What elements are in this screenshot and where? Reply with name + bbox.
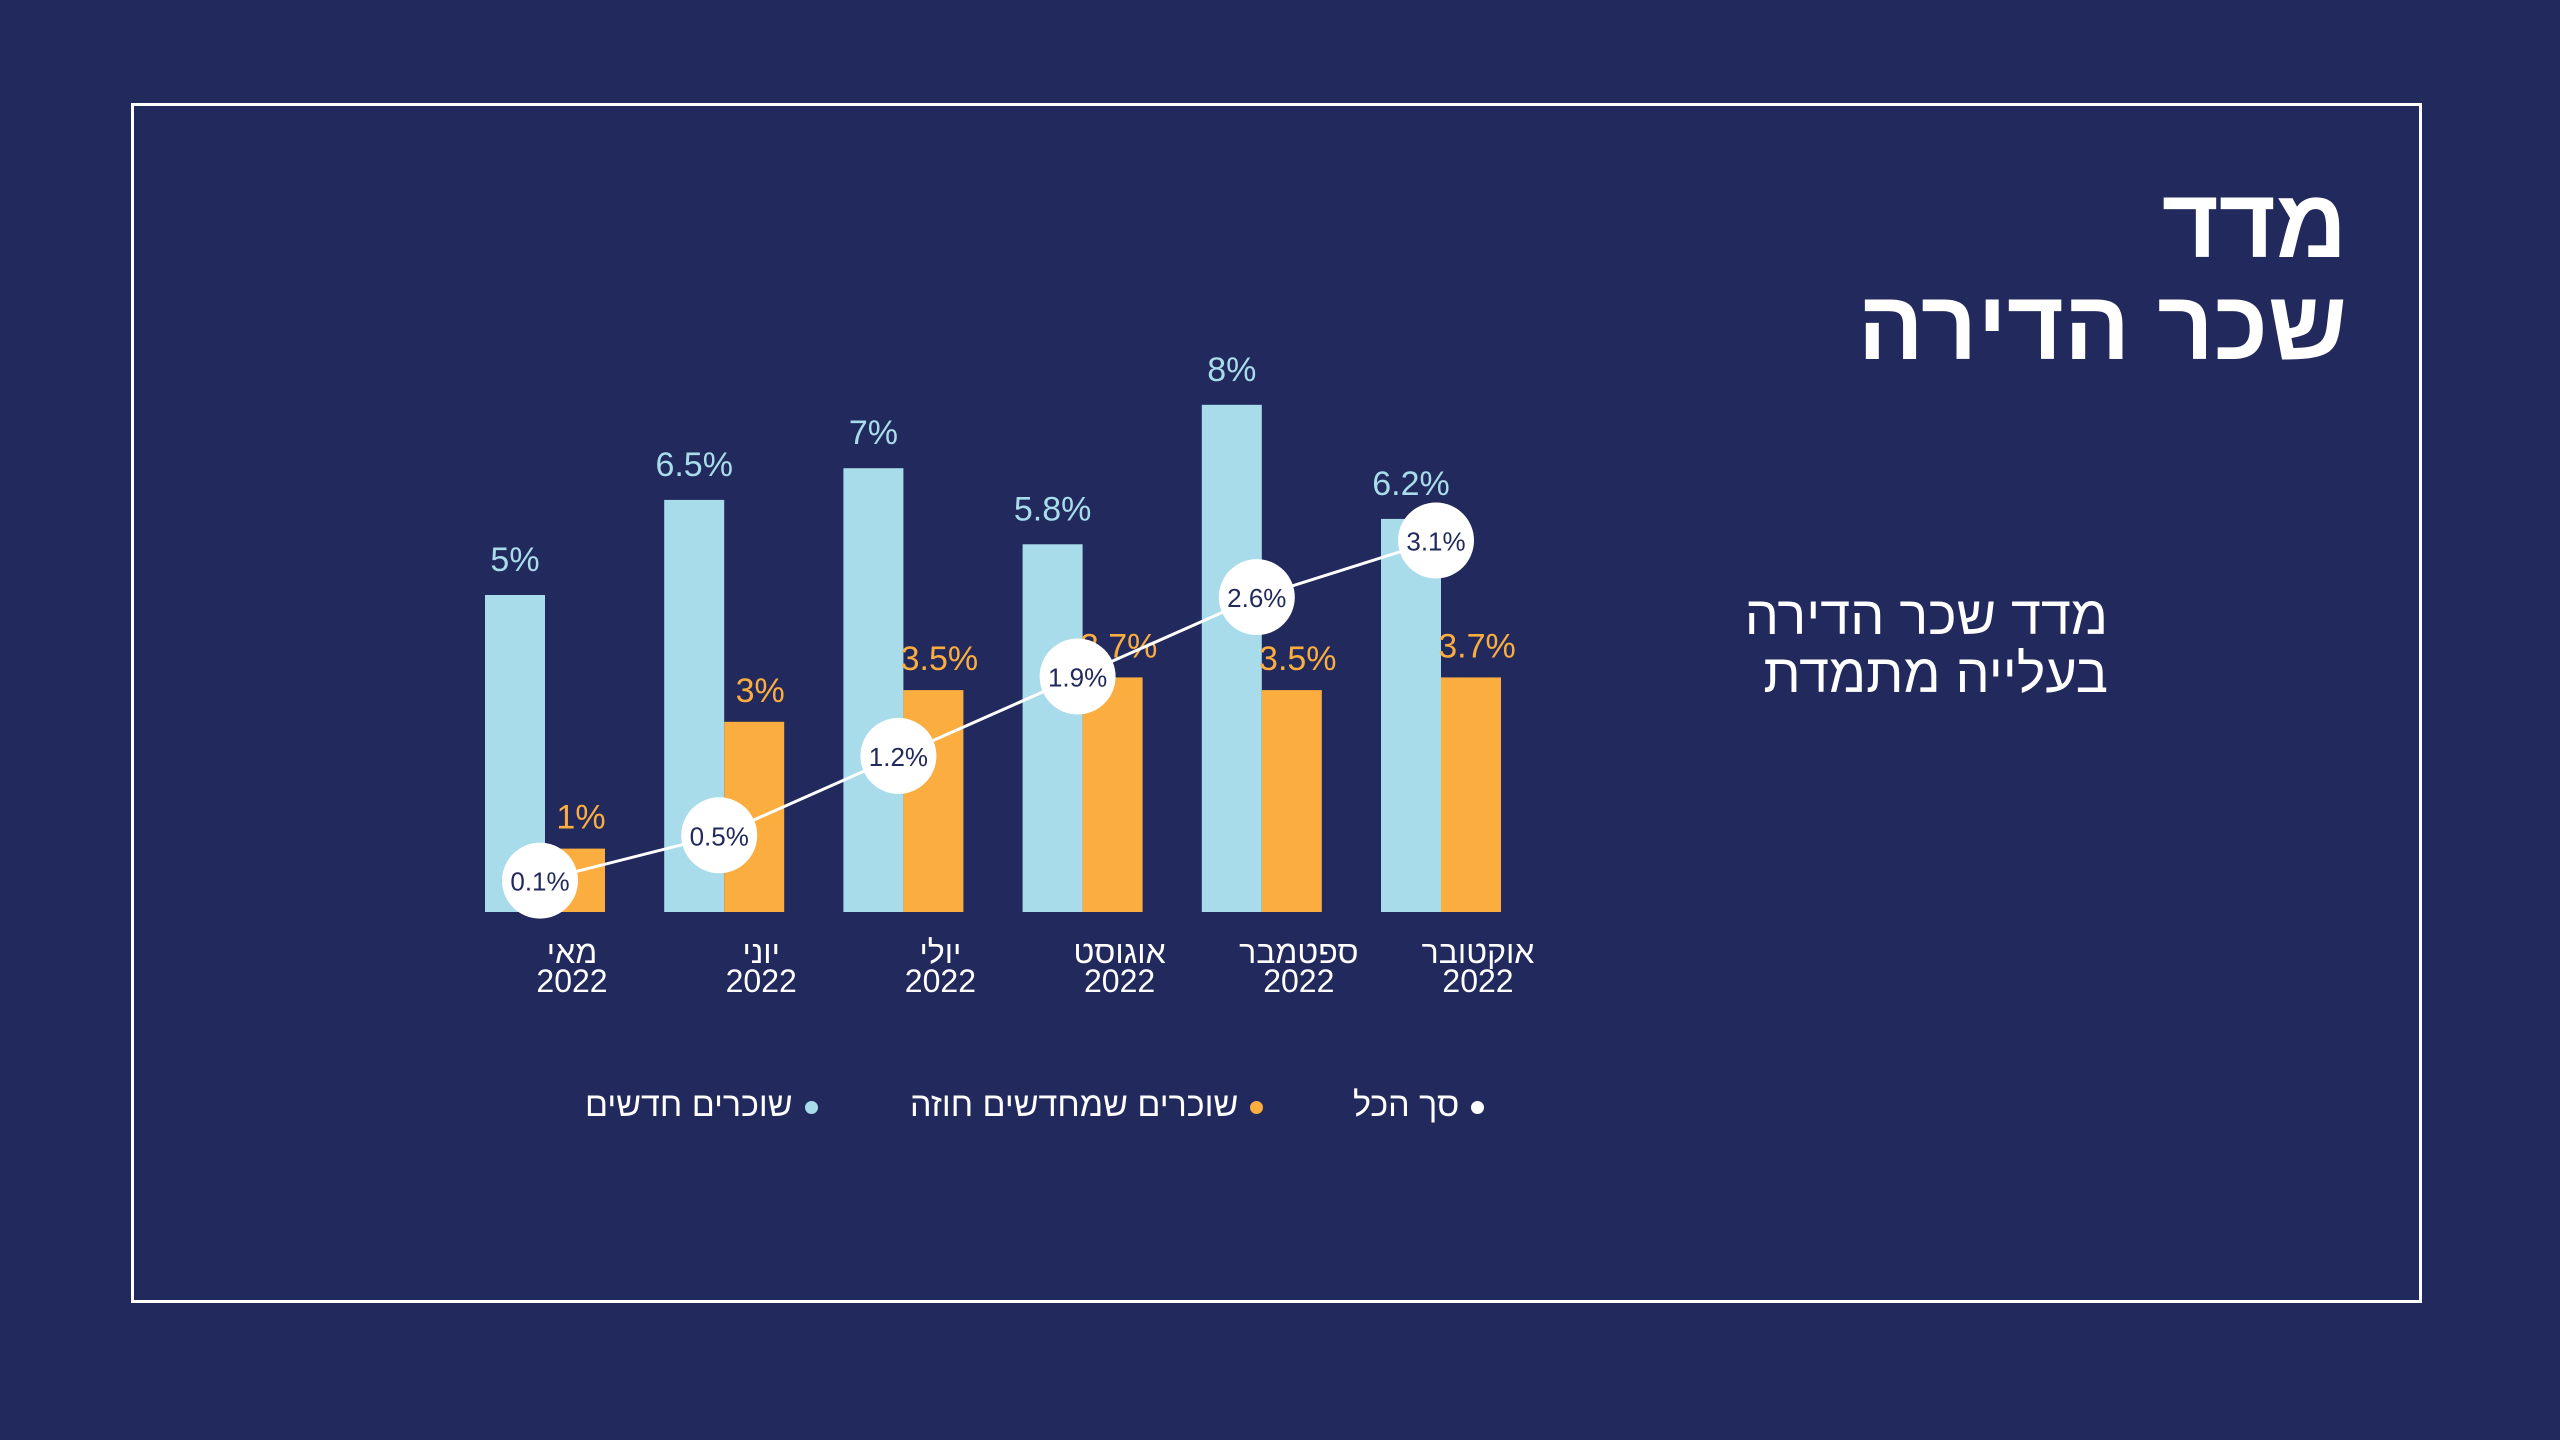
bar-new-renters: [1381, 518, 1441, 912]
subtitle-line-1: מדד שכר הדירה: [1744, 586, 2108, 646]
category-month-label: אוגוסט: [1074, 934, 1166, 970]
total-point-marker: [681, 797, 758, 874]
total-point-marker: [860, 717, 937, 794]
bar-renewing-renters: [1441, 677, 1501, 912]
category-year-label: 2022: [1084, 963, 1155, 999]
data-label-renewing-renters: 3.7%: [1438, 627, 1516, 665]
title-line-1: מדד: [2161, 168, 2347, 278]
legend-item-new-renters: שוכרים חדשים: [585, 1085, 818, 1125]
data-label-renewing-renters: 3.5%: [1259, 640, 1337, 678]
total-point-marker: [1398, 502, 1474, 579]
slide-subtitle: מדד שכר הדירה בעלייה מתמדת: [1508, 587, 2108, 703]
category-year-label: 2022: [726, 963, 797, 999]
legend-item-renewing-renters: שוכרים שמחדשים חוזה: [910, 1085, 1264, 1125]
bar-renewing-renters: [1082, 677, 1143, 912]
bar-new-renters: [843, 468, 904, 912]
category-month-label: יוני: [743, 934, 780, 970]
bar-new-renters: [1201, 404, 1262, 912]
data-label-total: 0.1%: [510, 867, 569, 897]
data-label-total: 1.2%: [869, 742, 928, 772]
bar-renewing-renters: [1261, 690, 1322, 912]
legend-label: סך הכל: [1353, 1086, 1460, 1124]
data-label-total: 0.5%: [690, 821, 749, 851]
category-year-label: 2022: [1263, 963, 1334, 999]
legend-label: שוכרים חדשים: [585, 1086, 793, 1124]
total-point-marker: [1039, 638, 1116, 715]
data-label-new-renters: 7%: [849, 414, 898, 452]
slide-title: מדד שכר הדירה: [1647, 172, 2347, 376]
data-label-renewing-renters: 3%: [736, 672, 785, 710]
subtitle-line-2: בעלייה מתמדת: [1763, 644, 2108, 704]
data-label-new-renters: 8%: [1207, 351, 1256, 389]
data-label-total: 3.1%: [1406, 526, 1465, 556]
slide-frame: [131, 103, 2422, 1303]
data-label-new-renters: 6.5%: [655, 446, 733, 484]
category-month-label: מאי: [547, 934, 597, 970]
data-label-renewing-renters: 1%: [556, 799, 605, 837]
data-label-new-renters: 5%: [490, 541, 539, 579]
data-label-new-renters: 6.2%: [1372, 465, 1450, 503]
title-line-2: שכר הדירה: [1857, 270, 2347, 380]
legend-dot-icon: [1250, 1100, 1264, 1114]
category-month-label: ספטמבר: [1239, 934, 1358, 970]
bar-new-renters: [1022, 544, 1083, 912]
legend-item-total: סך הכל: [1353, 1085, 1485, 1125]
category-year-label: 2022: [1442, 963, 1513, 999]
data-label-new-renters: 5.8%: [1014, 490, 1092, 528]
category-month-label: יולי: [919, 934, 961, 970]
total-point-marker: [502, 842, 578, 919]
total-point-marker: [1218, 559, 1295, 636]
data-label-total: 2.6%: [1227, 583, 1286, 613]
category-month-label: אוקטובר: [1422, 934, 1535, 970]
legend-label: שוכרים שמחדשים חוזה: [910, 1086, 1239, 1124]
data-label-total: 1.9%: [1048, 663, 1107, 693]
category-year-label: 2022: [536, 963, 607, 999]
category-year-label: 2022: [905, 963, 976, 999]
data-label-renewing-renters: 3.5%: [901, 640, 979, 678]
legend-dot-icon: [1471, 1100, 1485, 1114]
legend-dot-icon: [804, 1100, 818, 1114]
